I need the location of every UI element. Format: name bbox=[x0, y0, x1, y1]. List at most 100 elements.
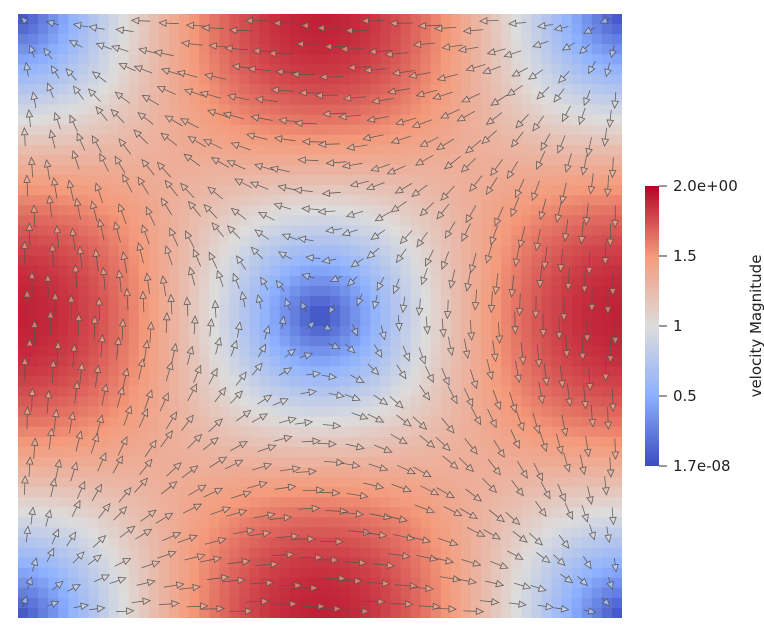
heatmap-cell bbox=[501, 446, 512, 458]
heatmap-cell bbox=[18, 336, 29, 347]
heatmap-cell bbox=[148, 215, 160, 226]
heatmap-cell bbox=[299, 34, 311, 45]
heatmap-cell bbox=[229, 54, 241, 65]
heatmap-cell bbox=[591, 547, 603, 559]
heatmap-cell bbox=[299, 557, 311, 569]
velocity-arrow bbox=[160, 480, 178, 495]
heatmap-cell bbox=[158, 14, 170, 25]
velocity-arrow bbox=[538, 198, 547, 221]
heatmap-cell bbox=[48, 527, 59, 539]
velocity-arrow bbox=[187, 383, 198, 402]
heatmap-cell bbox=[158, 235, 170, 247]
heatmap-cell bbox=[511, 225, 522, 237]
heatmap-cell bbox=[340, 195, 351, 206]
heatmap-cell bbox=[148, 134, 160, 146]
heatmap-cell bbox=[219, 376, 230, 388]
heatmap-cell bbox=[259, 537, 271, 549]
heatmap-cell bbox=[128, 487, 140, 498]
heatmap-cell bbox=[581, 477, 593, 488]
heatmap-cell bbox=[289, 406, 301, 418]
heatmap-cell bbox=[591, 175, 603, 186]
heatmap-cell bbox=[410, 114, 422, 126]
velocity-arrow bbox=[71, 499, 81, 517]
heatmap-cell bbox=[561, 64, 573, 75]
velocity-arrow bbox=[606, 109, 615, 129]
heatmap-cell bbox=[18, 517, 29, 528]
heatmap-cell bbox=[299, 285, 311, 297]
heatmap-cell bbox=[400, 265, 412, 277]
heatmap-cell bbox=[118, 607, 130, 618]
heatmap-cell bbox=[259, 607, 271, 618]
heatmap-cell bbox=[118, 54, 130, 65]
heatmap-cell bbox=[259, 316, 271, 327]
heatmap-cell bbox=[299, 275, 311, 287]
heatmap-cell bbox=[531, 376, 543, 388]
heatmap-cell bbox=[440, 386, 452, 398]
heatmap-cell bbox=[179, 305, 190, 317]
heatmap-cell bbox=[199, 507, 210, 518]
heatmap-cell bbox=[460, 406, 472, 418]
heatmap-cell bbox=[199, 436, 210, 448]
heatmap-cell bbox=[199, 416, 210, 428]
heatmap-cell bbox=[309, 285, 321, 297]
heatmap-cell bbox=[450, 34, 462, 45]
velocity-arrow bbox=[390, 433, 408, 445]
heatmap-cell bbox=[118, 537, 130, 549]
heatmap-cell bbox=[390, 426, 402, 438]
velocity-arrow bbox=[554, 605, 570, 613]
heatmap-cell bbox=[179, 426, 190, 438]
heatmap-cell bbox=[138, 215, 150, 226]
heatmap-cell bbox=[179, 124, 190, 136]
heatmap-cell bbox=[561, 386, 573, 398]
heatmap-cell bbox=[148, 366, 160, 377]
velocity-arrow bbox=[208, 367, 218, 385]
heatmap-cell bbox=[460, 114, 472, 126]
heatmap-cell bbox=[259, 366, 271, 377]
heatmap-cell bbox=[571, 124, 583, 136]
velocity-arrow bbox=[115, 269, 124, 293]
velocity-arrow bbox=[140, 509, 157, 522]
heatmap-cell bbox=[138, 336, 150, 347]
velocity-arrow bbox=[298, 88, 323, 97]
velocity-arrow bbox=[376, 276, 385, 291]
heatmap-cell bbox=[28, 346, 39, 357]
heatmap-cell bbox=[88, 386, 100, 398]
heatmap-cell bbox=[460, 416, 472, 428]
heatmap-cell bbox=[158, 517, 170, 528]
velocity-arrow bbox=[379, 325, 387, 341]
velocity-arrow bbox=[581, 505, 589, 523]
heatmap-cell bbox=[68, 597, 79, 609]
heatmap-cell bbox=[491, 607, 502, 618]
velocity-arrow bbox=[114, 336, 122, 360]
heatmap-cell bbox=[239, 114, 251, 126]
velocity-arrow bbox=[156, 161, 172, 178]
heatmap-cell bbox=[591, 144, 603, 156]
heatmap-cell bbox=[581, 275, 593, 287]
heatmap-cell bbox=[18, 527, 29, 539]
heatmap-cell bbox=[199, 356, 210, 367]
velocity-arrow bbox=[138, 407, 148, 428]
heatmap-cell bbox=[531, 74, 543, 86]
heatmap-cell bbox=[169, 567, 180, 579]
heatmap-cell bbox=[138, 356, 150, 367]
heatmap-cell bbox=[531, 14, 543, 25]
heatmap-cell bbox=[491, 477, 502, 488]
heatmap-cell bbox=[460, 14, 472, 25]
heatmap-cell bbox=[531, 396, 543, 408]
heatmap-cell bbox=[380, 607, 392, 618]
heatmap-cell bbox=[219, 44, 230, 55]
heatmap-cell bbox=[330, 426, 341, 438]
heatmap-cell bbox=[199, 114, 210, 126]
heatmap-cell bbox=[138, 14, 150, 25]
heatmap-cell bbox=[450, 446, 462, 458]
velocity-arrow bbox=[90, 315, 99, 340]
velocity-arrow bbox=[183, 296, 192, 317]
heatmap-cell bbox=[581, 537, 593, 549]
heatmap-cell bbox=[219, 446, 230, 458]
velocity-arrow bbox=[30, 437, 39, 460]
heatmap-cell bbox=[380, 245, 392, 257]
heatmap-cell bbox=[541, 165, 553, 176]
heatmap-cell bbox=[551, 295, 563, 307]
velocity-arrow bbox=[279, 416, 297, 424]
